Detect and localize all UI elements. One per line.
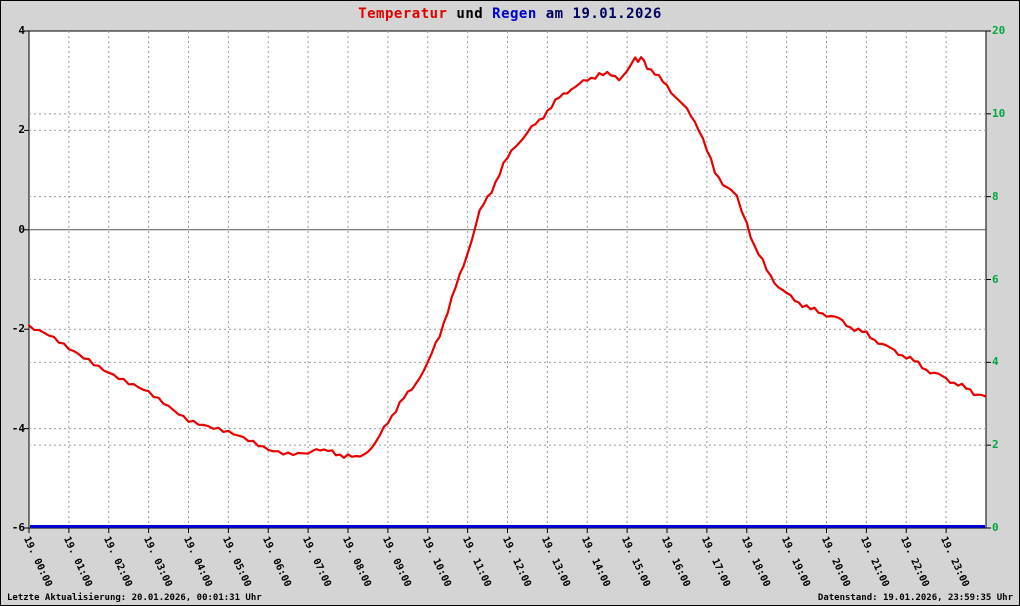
data-state-text: Datenstand: 19.01.2026, 23:59:35 Uhr bbox=[817, 593, 1013, 603]
temperature-line bbox=[27, 56, 987, 459]
y-right-tick-label: 20 bbox=[992, 24, 1006, 37]
y-right-tick-label: 4 bbox=[992, 355, 999, 369]
title-temperatur: Temperatur bbox=[358, 6, 448, 22]
y-right-tick-label: 2 bbox=[992, 438, 999, 452]
y-left-tick-label: 2 bbox=[18, 123, 25, 137]
y-right-tick-label: 10 bbox=[992, 106, 1006, 120]
y-right-tick-label: 6 bbox=[992, 272, 999, 286]
title-regen: Regen bbox=[492, 6, 537, 22]
last-update-text: Letzte Aktualisierung: 20.01.2026, 00:01… bbox=[7, 593, 262, 603]
y-left-tick-label: -6 bbox=[11, 521, 25, 534]
y-left-tick-label: 0 bbox=[18, 222, 25, 236]
y-left-tick-label: -4 bbox=[11, 421, 25, 435]
y-left-tick-label: 4 bbox=[18, 24, 25, 37]
y-right-tick-label: 0 bbox=[992, 521, 999, 534]
plot-background bbox=[28, 30, 987, 529]
y-right-tick-label: 8 bbox=[992, 189, 999, 203]
title-und: und bbox=[447, 6, 493, 22]
title-date: am 19.01.2026 bbox=[536, 6, 662, 22]
y-left-tick-label: -2 bbox=[11, 322, 25, 336]
chart-title: Temperatur und Regen am 19.01.2026 bbox=[1, 6, 1019, 22]
